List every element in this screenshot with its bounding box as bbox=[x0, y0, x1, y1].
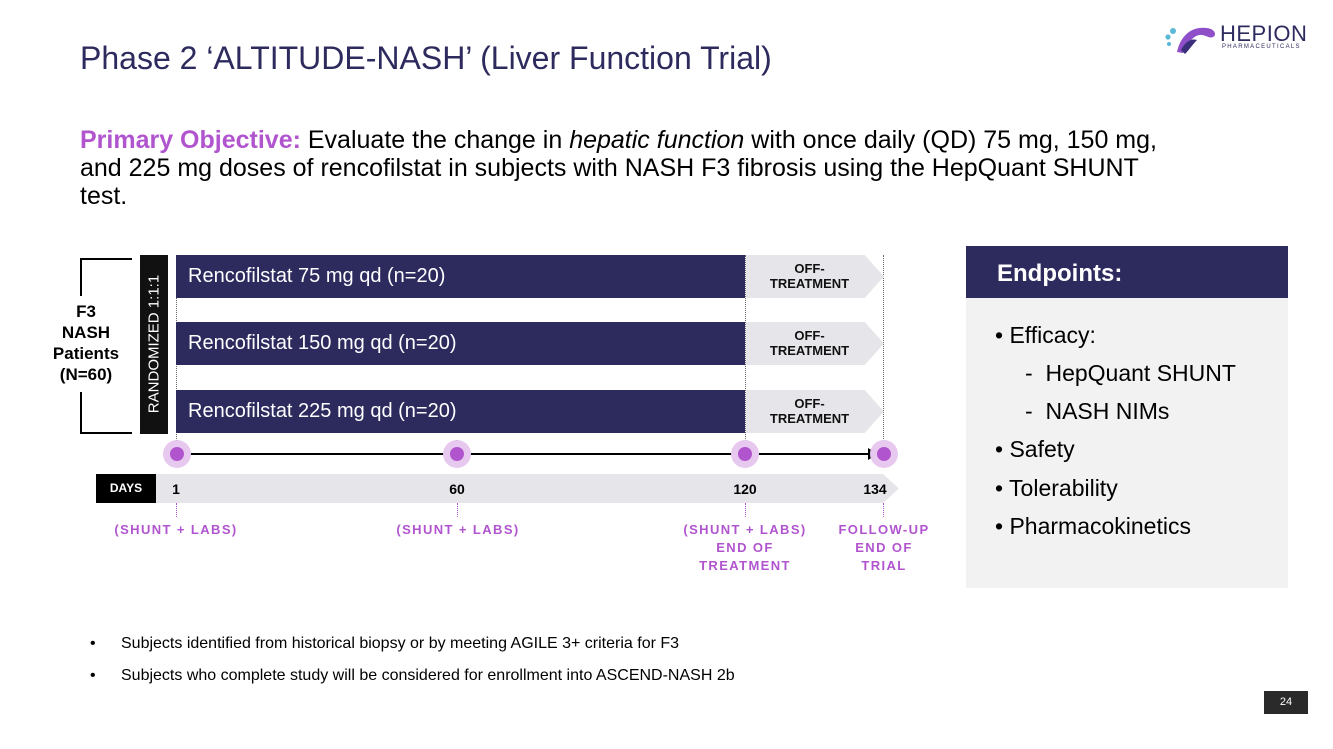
day-60-note: (SHUNT + LABS) bbox=[368, 521, 548, 539]
milestone-dot bbox=[450, 447, 464, 461]
objective-text-2: with once daily (QD) 75 mg, 150 mg, and … bbox=[80, 126, 1157, 210]
hepion-logo-icon bbox=[1165, 27, 1215, 54]
endpoint-subitem: - HepQuant SHUNT bbox=[1025, 360, 1236, 387]
endpoint-bullet: • bbox=[995, 475, 1004, 501]
off-treatment-arrow bbox=[746, 390, 884, 433]
note-line: (SHUNT + LABS) bbox=[114, 522, 238, 537]
milestone-dot bbox=[170, 447, 184, 461]
off-treatment-line: OFF- bbox=[794, 328, 825, 343]
off-treatment-line: TREATMENT bbox=[769, 276, 850, 291]
day-120-note: (SHUNT + LABS) END OF TREATMENT bbox=[656, 521, 834, 575]
endpoint-text: Tolerability bbox=[1009, 475, 1118, 501]
primary-objective: Primary Objective: Evaluate the change i… bbox=[80, 126, 1190, 210]
patients-line: Patients bbox=[52, 344, 120, 363]
note-line: TREATMENT bbox=[699, 558, 791, 573]
logo-wordmark: HEPION bbox=[1220, 21, 1308, 46]
endpoint-item: • Tolerability bbox=[995, 475, 1118, 502]
off-treatment-line: TREATMENT bbox=[769, 343, 850, 358]
note-line: FOLLOW-UP bbox=[838, 522, 930, 537]
randomized-box bbox=[140, 255, 168, 434]
objective-text-italic: hepatic function bbox=[569, 126, 745, 154]
arm-150mg-bar: Rencofilstat 150 mg qd (n=20) bbox=[176, 322, 745, 365]
note-line: END OF bbox=[855, 540, 913, 555]
endpoints-title: Endpoints: bbox=[966, 246, 1288, 298]
bracket-gap bbox=[70, 296, 90, 392]
off-treatment-line: OFF- bbox=[794, 396, 825, 411]
day-120-guide-line bbox=[745, 255, 746, 467]
randomized-label: RANDOMIZED 1:1:1 bbox=[145, 274, 163, 414]
day-1-label: 1 bbox=[172, 481, 180, 497]
note-line: TRIAL bbox=[861, 558, 907, 573]
arm-75mg-bar: Rencofilstat 75 mg qd (n=20) bbox=[176, 255, 745, 298]
arm-225mg-bar: Rencofilstat 225 mg qd (n=20) bbox=[176, 390, 745, 433]
endpoints-panel bbox=[966, 246, 1288, 588]
endpoint-subitem: - NASH NIMs bbox=[1025, 398, 1169, 425]
milestone-dot bbox=[738, 447, 752, 461]
note-connector bbox=[457, 503, 458, 517]
note-line: END OF bbox=[716, 540, 774, 555]
endpoint-bullet: • bbox=[995, 513, 1004, 539]
page-number: 24 bbox=[1264, 691, 1308, 714]
footnote-text: Subjects identified from historical biop… bbox=[121, 635, 680, 652]
endpoint-text: Efficacy: bbox=[1009, 322, 1096, 348]
note-line: (SHUNT + LABS) bbox=[683, 522, 807, 537]
day-134-label: 134 bbox=[863, 481, 887, 497]
day-134-note: FOLLOW-UP END OF TRIAL bbox=[828, 521, 940, 575]
patients-line: (N=60) bbox=[59, 365, 113, 384]
objective-label: Primary Objective: bbox=[80, 126, 301, 154]
footnote-bullet: • bbox=[90, 667, 96, 684]
day-134-guide-line bbox=[883, 255, 884, 467]
footnote: • Subjects identified from historical bio… bbox=[90, 635, 679, 653]
off-treatment-label: OFF- TREATMENT bbox=[746, 322, 873, 365]
endpoint-bullet: • bbox=[995, 322, 1004, 348]
patients-line: F3 bbox=[76, 302, 96, 321]
note-connector bbox=[883, 503, 884, 517]
footnote-text: Subjects who complete study will be cons… bbox=[121, 667, 735, 684]
day-60-label: 60 bbox=[449, 481, 465, 497]
endpoint-bullet: - bbox=[1025, 398, 1033, 424]
endpoint-item: • Safety bbox=[995, 436, 1075, 463]
timeline-axis bbox=[177, 453, 873, 455]
objective-text-1: Evaluate the change in bbox=[300, 126, 570, 154]
milestone-dot bbox=[877, 447, 891, 461]
day-1-note: (SHUNT + LABS) bbox=[86, 521, 266, 539]
endpoint-bullet: - bbox=[1025, 360, 1033, 386]
patients-label: F3 NASH Patients (N=60) bbox=[40, 301, 132, 385]
logo-subtitle: PHARMACEUTICALS bbox=[1222, 44, 1301, 50]
patients-line: NASH bbox=[61, 323, 111, 342]
endpoint-bullet: • bbox=[995, 436, 1004, 462]
page-title: Phase 2 ‘ALTITUDE-NASH’ (Liver Function … bbox=[80, 40, 772, 76]
off-treatment-line: OFF- bbox=[794, 261, 825, 276]
note-line: (SHUNT + LABS) bbox=[396, 522, 520, 537]
endpoint-item: • Efficacy: bbox=[995, 322, 1096, 349]
days-bar bbox=[96, 474, 899, 503]
endpoint-text: Pharmacokinetics bbox=[1009, 513, 1191, 539]
off-treatment-arrow bbox=[746, 255, 884, 298]
day-120-label: 120 bbox=[733, 481, 757, 497]
endpoint-text: NASH NIMs bbox=[1045, 398, 1170, 424]
endpoint-text: Safety bbox=[1009, 436, 1075, 462]
off-treatment-label: OFF- TREATMENT bbox=[746, 255, 873, 298]
endpoint-item: • Pharmacokinetics bbox=[995, 513, 1191, 540]
footnote: • Subjects who complete study will be con… bbox=[90, 667, 735, 685]
off-treatment-line: TREATMENT bbox=[769, 411, 850, 426]
note-connector bbox=[176, 503, 177, 517]
endpoint-text: HepQuant SHUNT bbox=[1045, 360, 1236, 386]
off-treatment-label: OFF- TREATMENT bbox=[746, 390, 873, 433]
note-connector bbox=[745, 503, 746, 517]
days-label: DAYS bbox=[96, 474, 156, 503]
footnote-bullet: • bbox=[90, 635, 96, 652]
off-treatment-arrow bbox=[746, 322, 884, 365]
